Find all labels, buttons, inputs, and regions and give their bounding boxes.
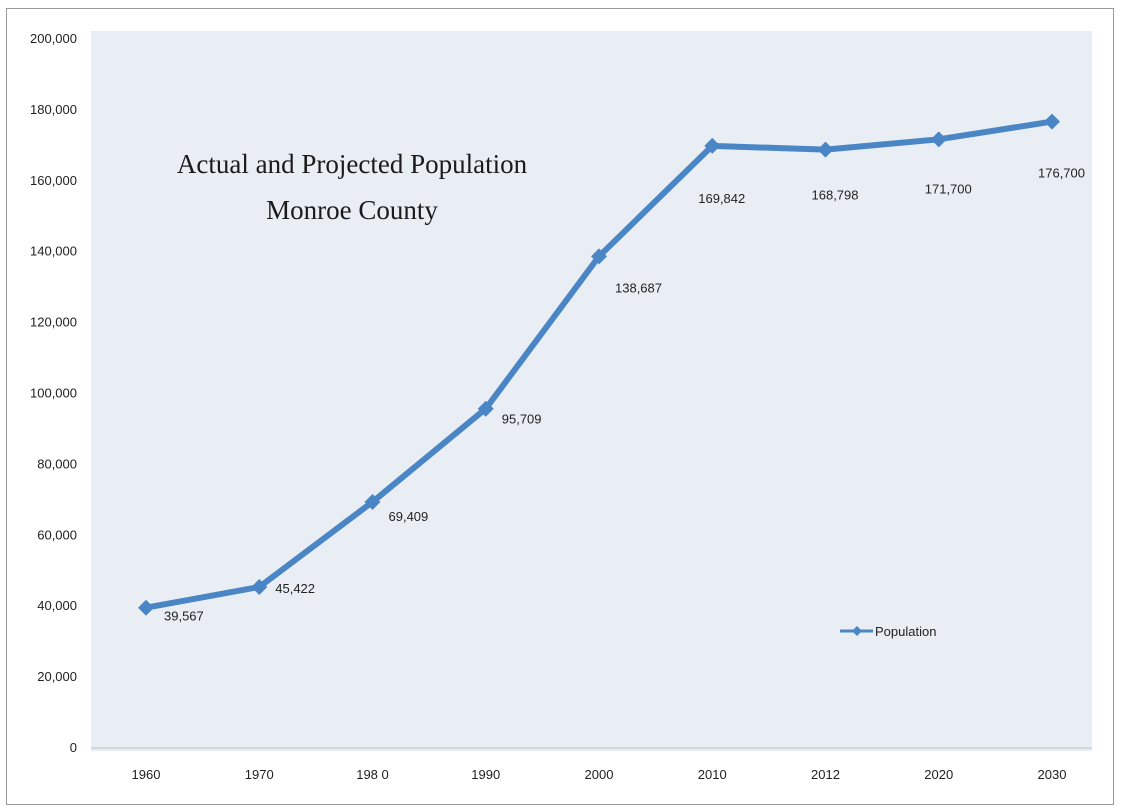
x-tick-label: 2020: [924, 767, 953, 782]
y-tick-label: 120,000: [30, 315, 77, 330]
data-label: 171,700: [925, 181, 972, 196]
chart-title-line-2: Monroe County: [266, 195, 438, 225]
data-point-marker: [477, 400, 494, 417]
population-line-chart: 0 20,000 40,000 60,000 80,000 100,000 120,000 1…: [30, 31, 1092, 782]
y-tick-label: 80,000: [37, 456, 77, 471]
data-point-marker: [930, 131, 947, 148]
data-label: 45,422: [275, 581, 315, 596]
population-series: 39,567 45,422 69,409 95,709 138,687 169,842 16…: [138, 113, 1085, 624]
plot-area: [91, 31, 1092, 751]
legend: Population: [840, 624, 936, 639]
x-tick-label: 2010: [698, 767, 727, 782]
x-tick-label: 2030: [1038, 767, 1067, 782]
x-tick-label: 198 0: [356, 767, 389, 782]
y-tick-label: 20,000: [37, 669, 77, 684]
y-tick-label: 140,000: [30, 244, 77, 259]
data-label: 168,798: [812, 188, 859, 203]
y-tick-label: 60,000: [37, 527, 77, 542]
x-tick-label: 2012: [811, 767, 840, 782]
data-point-marker: [251, 578, 268, 595]
data-label: 169,842: [698, 191, 745, 206]
y-tick-label: 40,000: [37, 598, 77, 613]
y-tick-label: 180,000: [30, 102, 77, 117]
x-axis: 1960 1970 198 0 1990 2000 2010 2012 2020 2030: [132, 767, 1067, 782]
data-label: 138,687: [615, 280, 662, 295]
data-point-marker: [591, 248, 607, 265]
y-axis: 0 20,000 40,000 60,000 80,000 100,000 120,000 1…: [30, 31, 77, 755]
y-tick-label: 200,000: [30, 31, 77, 46]
data-point-marker: [704, 137, 721, 154]
legend-marker: [852, 626, 862, 636]
data-point-marker: [817, 141, 834, 158]
x-tick-label: 1960: [132, 767, 161, 782]
x-tick-label: 1990: [471, 767, 500, 782]
y-tick-label: 160,000: [30, 173, 77, 188]
data-point-marker: [138, 599, 154, 616]
y-tick-label: 100,000: [30, 386, 77, 401]
x-tick-label: 2000: [585, 767, 614, 782]
y-tick-label: 0: [70, 740, 77, 755]
data-point-marker: [1044, 113, 1060, 130]
chart-frame: 0 20,000 40,000 60,000 80,000 100,000 120,000 1…: [6, 8, 1114, 805]
data-label: 69,409: [389, 509, 429, 524]
data-point-marker: [364, 493, 381, 510]
chart-title-line-1: Actual and Projected Population: [177, 149, 528, 179]
data-label: 39,567: [164, 609, 204, 624]
data-label: 176,700: [1038, 166, 1085, 181]
x-tick-label: 1970: [245, 767, 274, 782]
legend-label: Population: [875, 624, 936, 639]
data-label: 95,709: [502, 412, 542, 427]
